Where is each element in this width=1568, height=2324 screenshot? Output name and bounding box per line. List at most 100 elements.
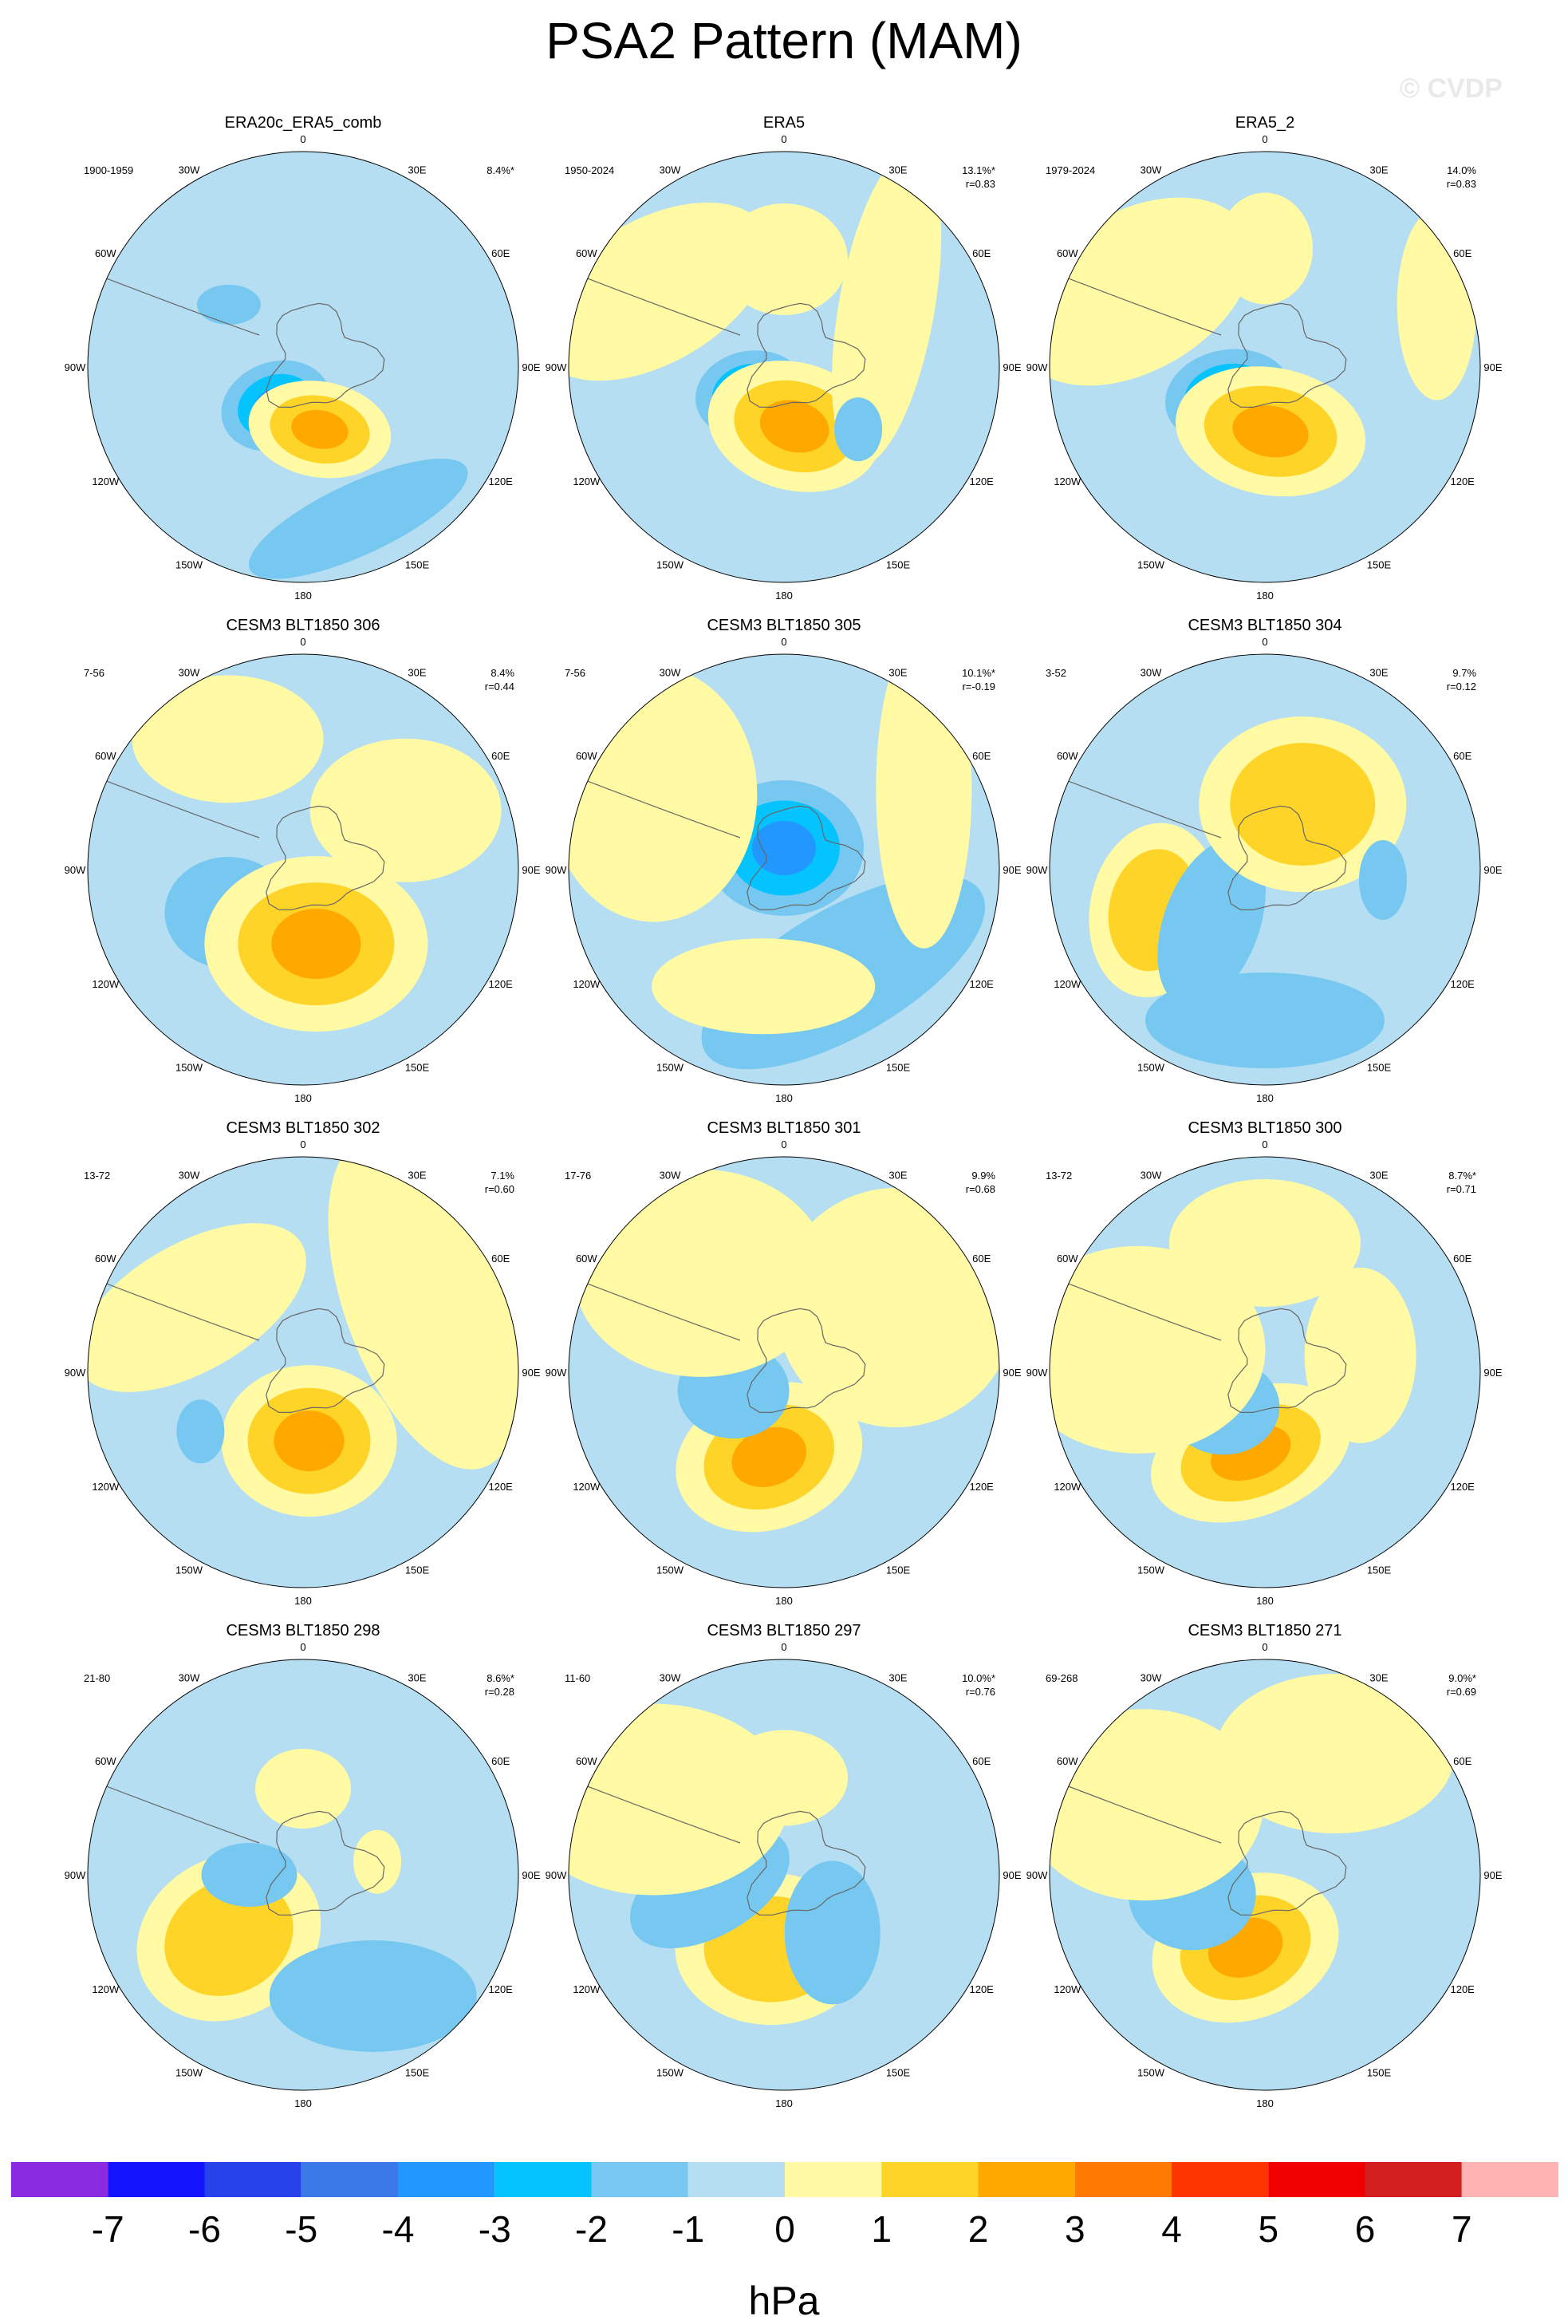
colorbar-swatch [785,2162,882,2197]
longitude-label: 120W [1054,1983,1081,1995]
longitude-label: 30W [179,1671,200,1683]
longitude-label: 150W [1137,2067,1165,2079]
panel-variance: 10.1%* [962,667,995,679]
peninsula-outline [88,773,260,838]
longitude-label: 150W [656,1062,684,1074]
figure-title: PSA2 Pattern (MAM) [546,12,1022,69]
anomaly-field [1050,1659,1480,2090]
anomaly-field [569,1157,999,1588]
colorbar-tick-label: -7 [92,2208,124,2250]
anomaly-contour [731,1426,807,1487]
colorbar-swatch [687,2162,785,2197]
colorbar-swatch [11,2162,108,2197]
panel-title: ERA5 [763,114,805,132]
anomaly-field [569,1659,999,2090]
anomaly-contour [271,909,361,980]
longitude-label: 120E [488,978,513,990]
map-panel: CESM3 BLT1850 271 69-268 9.0%* r=0.69 0 30E 60… [1010,1612,1520,2122]
longitude-label: 90W [546,1869,567,1881]
longitude-label: 60W [576,247,597,259]
longitude-label: 150E [1367,1564,1392,1576]
panel-variance: 8.6%* [487,1672,514,1684]
panel-correlation: r=0.71 [1447,1183,1476,1195]
longitude-label: 150E [405,1062,430,1074]
polar-map: CESM3 BLT1850 271 69-268 9.0%* r=0.69 0 30E 60… [1026,1622,1503,2109]
longitude-label: 90E [522,361,540,373]
longitude-label: 30W [179,666,200,678]
peninsula-outline [1050,1778,1222,1844]
colorbar-tick-label: 2 [968,2208,989,2250]
longitude-label: 180 [1256,590,1274,602]
anomaly-contour [164,1878,294,1996]
antarctica-outline [1227,1308,1347,1414]
peninsula-outline [569,773,741,838]
longitude-label: 90W [546,1367,567,1379]
longitude-label: 90W [65,1367,86,1379]
panel-variance: 9.7% [1452,667,1476,679]
map-border [87,653,519,1086]
colorbar-swatch [301,2162,398,2197]
anomaly-contour [1215,1674,1455,1834]
anomaly-field [1050,152,1480,582]
map-border [568,151,1000,583]
longitude-label: 120E [969,978,994,990]
longitude-label: 0 [1262,1641,1267,1653]
longitude-label: 180 [294,2097,312,2109]
colorbar-units: hPa [748,2279,820,2323]
map-border [568,1659,1000,2091]
longitude-label: 60W [1057,1755,1078,1767]
longitude-label: 0 [781,133,786,145]
longitude-label: 0 [300,133,305,145]
polar-map: CESM3 BLT1850 300 13-72 8.7%*r=0.71 0 30E 60E… [1026,1119,1503,1607]
anomaly-contour [569,1703,790,1896]
anomaly-contour [88,1223,306,1392]
longitude-label: 90W [546,361,567,373]
longitude-label: 60E [1453,1253,1471,1265]
longitude-label: 90W [1026,361,1048,373]
antarctica-outline [1227,1810,1347,1916]
longitude-label: 120E [488,1481,513,1493]
anomaly-contour [1304,1267,1416,1443]
panel-variance: 13.1%* [962,164,995,176]
longitude-label: 120E [969,475,994,487]
peninsula-outline [1050,773,1222,838]
panel-variance: 7.1% [490,1170,514,1182]
panel-period: 11-60 [565,1672,590,1684]
longitude-label: 150W [656,559,684,571]
longitude-label: 180 [775,2097,793,2109]
longitude-label: 150W [1137,1564,1165,1576]
longitude-label: 30E [1369,164,1388,176]
longitude-label: 90E [1003,864,1021,876]
map-panel: ERA20c_ERA5_comb 1900-1959 8.4%* 0 30E 60E 90E… [48,104,558,614]
antarctica-outline [747,1810,866,1916]
peninsula-outline [569,270,741,336]
longitude-label: 120E [969,1983,994,1995]
colorbar-swatch [1172,2162,1269,2197]
longitude-label: 30W [660,1169,681,1181]
polar-map: CESM3 BLT1850 301 17-76 9.9%r=0.68 0 30E 60E 9… [546,1119,1022,1607]
map-border [568,653,1000,1086]
anomaly-contour [196,284,261,325]
polar-map: ERA20c_ERA5_comb 1900-1959 8.4%* 0 30E 60E 90E… [65,114,541,602]
colorbar-tick-label: -6 [188,2208,221,2250]
longitude-label: 30W [660,164,681,176]
longitude-label: 120W [573,475,601,487]
map-panel: CESM3 BLT1850 300 13-72 8.7%* r=0.71 0 30E 60E… [1010,1109,1520,1620]
longitude-label: 180 [1256,2097,1274,2109]
anomaly-contour [1232,405,1309,458]
longitude-label: 30W [179,1169,200,1181]
longitude-label: 30W [1141,1169,1162,1181]
anomaly-contour [291,409,349,449]
polar-map: CESM3 BLT1850 305 7-56 10.1%* r=-0.19 0 30E 60… [546,617,1022,1104]
antarctica-outline [266,1308,385,1414]
longitude-label: 90W [65,864,86,876]
longitude-label: 90E [522,1869,540,1881]
peninsula-outline [1050,1276,1222,1341]
map-border [87,1156,519,1588]
longitude-label: 120W [1054,475,1081,487]
colorbar-swatch [881,2162,979,2197]
longitude-label: 60W [1057,1253,1078,1265]
colorbar-swatch [398,2162,495,2197]
longitude-label: 30W [1141,164,1162,176]
longitude-label: 0 [1262,636,1267,648]
